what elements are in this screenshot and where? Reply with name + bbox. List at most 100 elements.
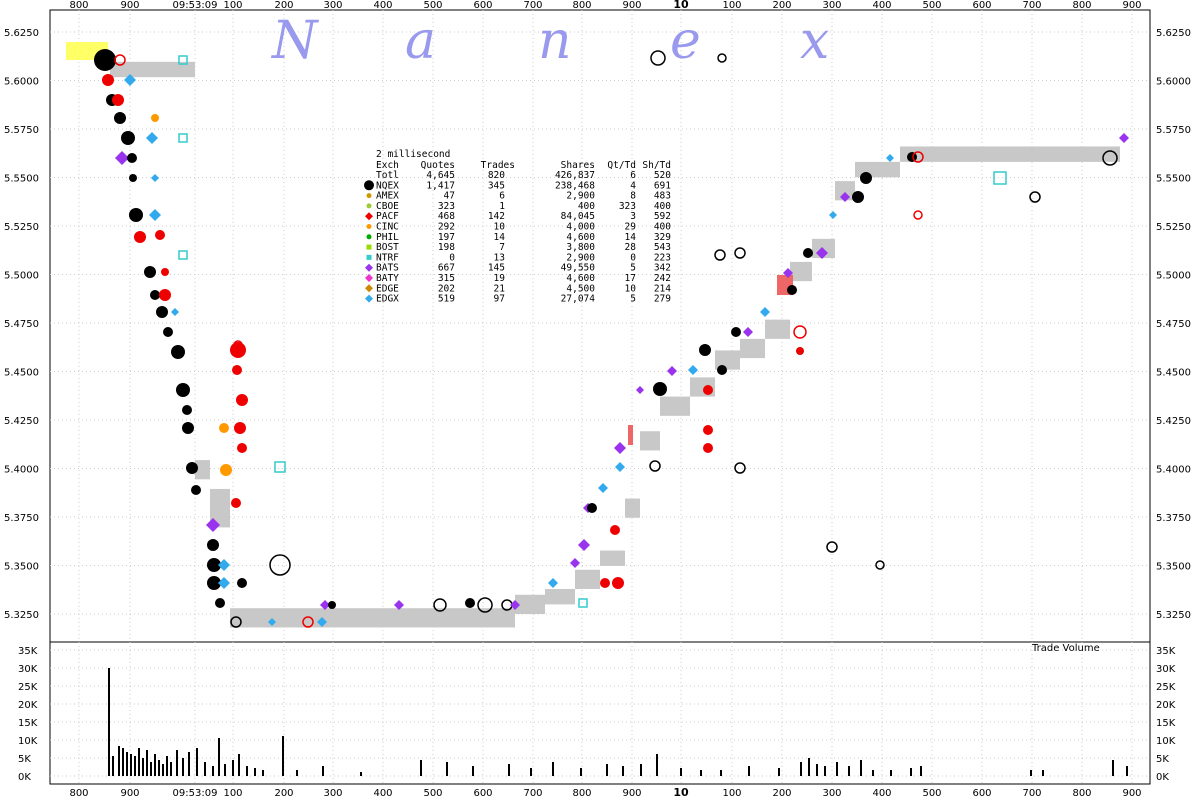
stats-col-trades: Trades: [481, 160, 515, 171]
volume-bar: [472, 766, 474, 776]
volume-tick-right: 30K: [1156, 664, 1176, 675]
stats-exch: NQEX: [376, 180, 399, 191]
volume-tick-right: 35K: [1156, 646, 1176, 657]
bbo-band-step: [790, 261, 812, 282]
quote-marker-square: [274, 461, 286, 473]
volume-bar: [606, 764, 608, 776]
volume-bar: [836, 762, 838, 776]
volume-title: Trade Volume: [1031, 643, 1100, 654]
quote-marker: [234, 422, 246, 434]
x-tick-top: 800: [572, 0, 591, 11]
stats-trades: 145: [488, 263, 505, 274]
x-tick-bottom: 800: [572, 788, 591, 799]
price-tick-right: 5.4750: [1156, 319, 1191, 330]
bbo-band-step: [640, 431, 660, 451]
volume-tick-right: 10K: [1156, 736, 1176, 747]
stats-shtd: 223: [654, 252, 671, 263]
volume-tick-left: 30K: [18, 664, 38, 675]
stats-shares: 84,045: [561, 211, 595, 222]
stats-shtd: 329: [654, 232, 671, 243]
stats-exch: Totl: [376, 170, 399, 181]
volume-bar: [446, 762, 448, 776]
stats-marker: [365, 294, 373, 303]
bbo-bands: [66, 42, 1120, 628]
quote-marker: [129, 174, 137, 182]
stats-exch: CBOE: [376, 201, 399, 212]
quote-marker-ring: [714, 249, 726, 261]
x-tick-top: 200: [772, 0, 791, 11]
stats-shtd: 400: [654, 222, 671, 233]
volume-bar: [748, 766, 750, 776]
volume-tick-left: 15K: [18, 718, 38, 729]
quote-marker-square: [578, 598, 588, 608]
volume-tick-right: 15K: [1156, 718, 1176, 729]
quote-marker-ring: [230, 616, 242, 628]
volume-bar: [920, 766, 922, 776]
stats-exch: CINC: [376, 222, 399, 233]
volume-bar: [296, 770, 298, 776]
trade-marker-diamond: [149, 209, 161, 221]
x-tick-bottom: 09:53:09: [173, 788, 218, 799]
stats-trades: 10: [494, 222, 506, 233]
price-tick-right: 5.4250: [1156, 416, 1191, 427]
trade-marker-diamond: [115, 151, 129, 165]
price-tick-right: 5.5750: [1156, 125, 1191, 136]
volume-plot-frame: [49, 641, 1151, 785]
bbo-band-step: [625, 498, 640, 518]
volume-bar: [158, 760, 160, 776]
stats-quotes: 4,645: [426, 170, 455, 181]
volume-bar: [890, 770, 892, 776]
quote-marker: [219, 423, 229, 433]
quote-marker: [163, 327, 173, 337]
x-tick-top: 100: [223, 0, 242, 11]
stats-trades: 21: [494, 283, 506, 294]
stats-marker: [365, 263, 373, 272]
price-tick-right: 5.5000: [1156, 271, 1191, 282]
stats-qttd: 28: [625, 242, 637, 253]
volume-bar: [700, 770, 702, 776]
volume-bar: [134, 756, 136, 776]
quote-marker-ring: [302, 616, 314, 628]
stats-qttd: 6: [630, 170, 636, 181]
price-tick-left: 5.4250: [4, 416, 39, 427]
volume-tick-right: 0K: [1156, 772, 1169, 783]
quote-marker-ring: [477, 597, 493, 613]
x-tick-top: 500: [922, 0, 941, 11]
x-tick-top: 800: [69, 0, 88, 11]
stats-shares: 2,900: [566, 191, 595, 202]
stats-marker: [364, 180, 374, 191]
quote-marker: [215, 598, 225, 608]
quote-marker: [237, 578, 247, 588]
x-tick-bottom: 400: [373, 788, 392, 799]
stats-trades: 142: [488, 211, 505, 222]
stats-exch: EDGE: [376, 283, 399, 294]
price-tick-left: 5.5500: [4, 174, 39, 185]
stats-shtd: 242: [654, 273, 671, 284]
volume-bar: [872, 770, 874, 776]
quote-marker-ring: [433, 598, 447, 612]
volume-bar: [824, 766, 826, 776]
trade-marker-diamond: [206, 518, 220, 532]
quote-marker-ring: [1102, 150, 1118, 166]
quote-marker: [237, 443, 247, 453]
trade-marker-diamond: [1119, 133, 1129, 143]
volume-bar: [680, 768, 682, 776]
quote-marker-square: [178, 250, 188, 260]
stats-marker: [366, 244, 372, 250]
volume-bar: [142, 758, 144, 776]
quote-marker: [171, 345, 185, 359]
quote-marker: [129, 208, 143, 222]
trade-marker-diamond: [760, 307, 770, 317]
quote-marker-ring: [717, 53, 727, 63]
quote-marker-ring: [875, 560, 885, 570]
x-tick-bottom: 400: [872, 788, 891, 799]
volume-bar: [816, 764, 818, 776]
bbo-band-step: [715, 350, 740, 370]
stats-quotes: 292: [438, 222, 455, 233]
stats-shares: 2,900: [566, 252, 595, 263]
quote-marker-ring: [912, 151, 924, 163]
volume-bar: [1112, 760, 1114, 776]
quote-marker: [852, 191, 864, 203]
stats-quotes: 468: [438, 211, 455, 222]
quote-marker: [102, 74, 114, 86]
